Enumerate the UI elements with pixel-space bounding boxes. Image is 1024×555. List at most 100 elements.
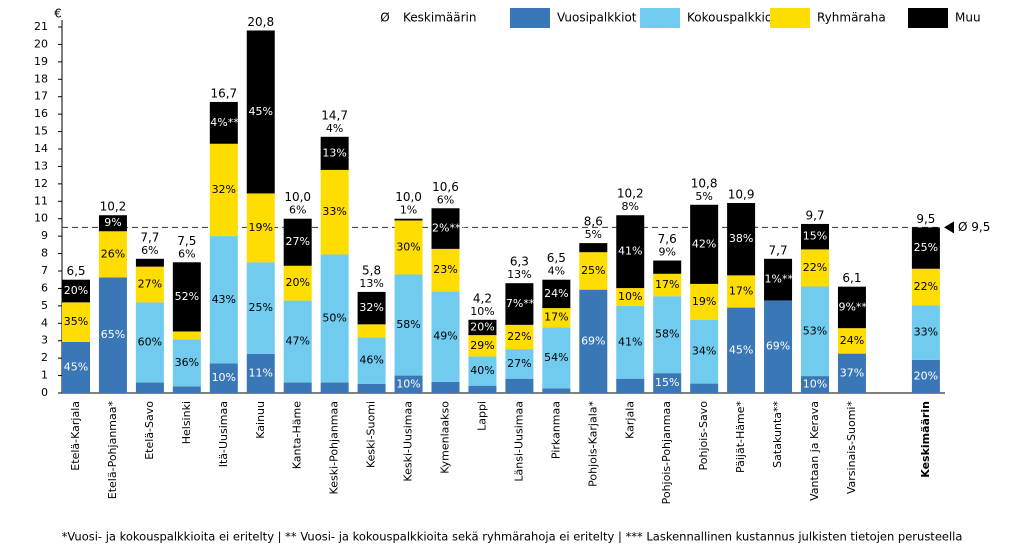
y-tick-label: 4 — [41, 316, 48, 329]
x-tick-label: Etelä-Pohjanmaa* — [106, 401, 119, 500]
x-tick-label: Kymenlaakso — [439, 401, 452, 474]
bar-segment — [357, 324, 386, 338]
share-label: 31%*** — [758, 273, 799, 286]
x-tick-label: Itä-Uusimaa — [217, 401, 230, 467]
bar-segment — [542, 388, 571, 393]
bar-segment — [616, 305, 645, 379]
share-label: 20% — [64, 284, 88, 297]
share-label: 22%*** — [425, 222, 466, 235]
total-label: 5,8 — [362, 263, 381, 277]
share-label: 9% — [104, 216, 121, 229]
bar-segment — [911, 305, 940, 360]
y-tick-label: 21 — [34, 20, 48, 33]
share-label: 19% — [692, 295, 716, 308]
bar-segment — [542, 327, 571, 389]
share-label: 58% — [396, 318, 420, 331]
bar-segment — [98, 231, 127, 278]
y-tick-label: 2 — [41, 351, 48, 364]
share-label: 38% — [729, 232, 753, 245]
legend-label: Kokouspalkkiot — [687, 11, 777, 25]
share-label: 22% — [803, 261, 827, 274]
x-tick-label: Pohjois-Karjala* — [586, 401, 599, 487]
x-tick-label: Etelä-Savo — [143, 401, 156, 460]
x-tick-label: Pohjois-Pohjanmaa — [660, 401, 673, 504]
bar-segment — [911, 359, 940, 393]
x-tick-label: Kanta-Häme — [291, 401, 304, 469]
share-label: 42% — [692, 237, 716, 250]
bar-segment — [172, 331, 201, 340]
legend-swatch — [510, 8, 550, 28]
y-tick-label: 7 — [41, 264, 48, 277]
total-label: 10,8 — [691, 176, 718, 190]
bar-segment — [505, 324, 534, 350]
total-label: 10,2 — [100, 200, 127, 214]
bar-segment — [283, 300, 312, 383]
average-arrow — [944, 221, 954, 234]
share-label: 33% — [914, 326, 938, 339]
share-label: 30% — [396, 240, 420, 253]
bar-segment — [98, 277, 127, 393]
share-label: 69% — [581, 334, 605, 347]
x-tick-label: Karjala — [623, 401, 636, 439]
bar-segment — [616, 288, 645, 306]
share-label: 25% — [581, 264, 605, 277]
total-label: 14,7 — [321, 108, 348, 122]
average-label: Ø 9,5 — [958, 220, 990, 234]
bar-segment — [320, 136, 349, 170]
bar-segment — [431, 248, 460, 292]
bar-segment — [172, 262, 201, 332]
x-tick-label: Helsinki — [180, 401, 193, 444]
x-tick-label: Kainuu — [254, 401, 267, 439]
share-label: 15% — [655, 376, 679, 389]
bar-segment — [653, 296, 682, 374]
y-tick-label: 3 — [41, 334, 48, 347]
share-label: 25% — [249, 301, 273, 314]
total-label: 10,0 — [284, 190, 311, 204]
share-label: 34% — [692, 345, 716, 358]
share-label: 37% — [840, 366, 864, 379]
share-label: 20% — [914, 369, 938, 382]
bar-segment — [911, 268, 940, 306]
share-label: 22% — [507, 330, 531, 343]
bar-segment — [579, 243, 608, 253]
bar-segment — [283, 382, 312, 393]
x-tick-label: Satakunta** — [771, 401, 784, 468]
bar-segment — [801, 376, 829, 393]
bar-segment — [727, 307, 756, 393]
share-label: 13% — [322, 146, 346, 159]
total-label: 6,5 — [66, 264, 85, 278]
bar-segment — [690, 383, 719, 393]
legend-label: Vuosipalkkiot — [557, 11, 637, 25]
total-label: 10,2 — [617, 187, 644, 201]
share-label: 41% — [618, 335, 642, 348]
y-tick-label: 10 — [34, 212, 48, 225]
bar-segment — [209, 101, 238, 144]
bar-segment — [62, 341, 90, 393]
share-label: 60% — [138, 335, 162, 348]
y-tick-label: 1 — [41, 369, 48, 382]
bar-segment — [357, 383, 386, 393]
total-label: 8,6 — [584, 215, 603, 229]
bar-segment — [653, 373, 682, 393]
y-tick-label: 11 — [34, 194, 48, 207]
legend-swatch — [908, 8, 948, 28]
bar-segment — [542, 308, 571, 328]
total-label: 10,9 — [728, 188, 755, 202]
total-label: 7,5 — [177, 234, 196, 248]
total-label: 6,5 — [547, 251, 566, 265]
share-label: 10% — [470, 305, 494, 318]
bar-segment — [505, 349, 534, 379]
share-label: 43% — [212, 293, 236, 306]
bar-segment — [468, 319, 497, 336]
share-label: 5% — [585, 228, 602, 241]
share-label: 40% — [470, 364, 494, 377]
x-tick-label: Keski-Uusimaa — [402, 401, 415, 482]
share-label: 47% — [285, 335, 309, 348]
bar-segment — [98, 215, 127, 232]
bar-segment — [468, 335, 497, 357]
bar-segment — [579, 289, 608, 393]
bar-segment — [837, 328, 866, 354]
y-tick-label: 19 — [34, 55, 48, 68]
total-label: 10,6 — [432, 180, 459, 194]
